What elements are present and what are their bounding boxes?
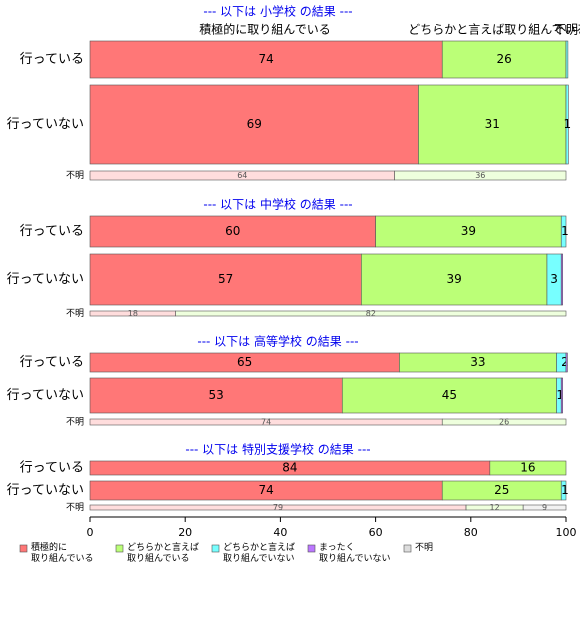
panel-title: --- 以下は 特別支援学校 の結果 --- [185,442,370,457]
bar-segment-somewhat-active [341,377,557,414]
data-label: 39 [446,272,461,286]
data-label: 33 [470,355,485,369]
x-tick-label: 100 [556,526,577,539]
legend-label: 積極的に取り組んでいる [31,541,94,564]
data-label: 1 [561,224,569,238]
bar-segment-somewhat-active [489,460,567,476]
bar-segment-somewhat-inactive [565,40,569,79]
row-label: 行っていない [7,272,84,287]
bar-segment-somewhat-active [361,253,548,306]
legend-label-line: どちらかと言えば [127,541,199,553]
row-label: 不明 [66,308,84,319]
data-label: 79 [273,503,283,512]
column-header-label: 積極的に取り組んでいる [199,22,330,37]
data-label: 57 [218,272,233,286]
bar-segment-inactive [560,253,563,306]
row-label: 行っている [20,461,84,476]
legend-swatch-unknown [403,544,412,553]
data-label: 39 [461,224,476,238]
bar-segment-somewhat-active [441,40,567,79]
data-label: 1 [561,483,569,497]
bar-segment-somewhat-inactive [560,480,567,501]
data-label: 64 [237,171,247,180]
x-tick-label: 0 [87,526,94,539]
legend-label: まったく取り組んでいない [319,542,391,564]
data-label: 1 [564,117,572,131]
bar-segment-active [89,377,343,414]
legend-label-line: 取り組んでいない [319,552,391,564]
data-label: 9 [542,503,547,512]
data-label: 36 [475,171,485,180]
row-label: 不明 [66,502,84,513]
bar-segment-unknown [522,504,567,511]
bar-segment-somewhat-active [394,170,567,181]
row-label: 行っていない [7,388,84,403]
data-label: 2 [561,355,569,369]
bar-segment-somewhat-active [441,418,567,426]
legend-label-line: 不明 [415,542,433,553]
data-label: 74 [258,52,273,66]
data-label: 69 [247,117,262,131]
x-tick-label: 60 [369,526,383,539]
bar-segment-somewhat-active [375,215,562,248]
data-label: 60 [225,224,240,238]
data-label: 74 [258,483,273,497]
row-label: 不明 [66,170,84,181]
bar-segment-somewhat-active [418,84,567,165]
legend-label: 不明 [415,542,433,553]
legend-label-line: どちらかと言えば [223,541,295,553]
legend-label-line: 積極的に [31,541,67,553]
row-label: 不明 [66,417,84,428]
panel-title: --- 以下は 中学校 の結果 --- [203,197,352,212]
legend-swatch-somewhat-inactive [211,544,220,553]
data-label: 16 [520,461,535,475]
legend-label-line: 取り組んでいない [223,552,295,564]
row-label: 行っている [20,52,84,67]
bar-segment-somewhat-active [175,310,567,317]
data-label: 25 [494,483,509,497]
x-tick-label: 20 [178,526,192,539]
legend-label-line: まったく [319,542,355,553]
data-label: 65 [237,355,252,369]
bar-segment-inactive [560,377,563,414]
bar-segment-inactive [565,352,568,373]
legend-swatch-somewhat-active [115,544,124,553]
panel-title: --- 以下は 高等学校 の結果 --- [197,334,358,349]
x-tick-label: 80 [464,526,478,539]
row-label: 行っている [20,355,84,370]
data-label: 74 [261,418,271,427]
bar-segment-somewhat-inactive [560,215,567,248]
data-label: 45 [442,388,457,402]
data-label: 3 [550,272,558,286]
data-label: 26 [499,418,509,427]
data-label: 82 [366,309,376,318]
row-label: 行っていない [7,117,84,132]
bar-segment-active [89,215,376,248]
legend-label-line: 取り組んでいる [31,552,94,564]
data-label: 18 [128,309,138,318]
row-label: 行っていない [7,483,84,498]
legend-label: どちらかと言えば取り組んでいる [127,541,199,564]
legend-label: どちらかと言えば取り組んでいない [223,541,295,564]
data-label: 31 [485,117,500,131]
data-label: 26 [496,52,511,66]
bar-segment-somewhat-inactive [565,84,569,165]
panel-title: --- 以下は 小学校 の結果 --- [203,4,352,19]
data-label: 84 [282,461,297,475]
legend-label-line: 取り組んでいる [127,552,190,564]
legend-swatch-inactive [307,544,316,553]
data-label: 53 [208,388,223,402]
column-header-label: どちらかと言えば取り組んでいる [408,23,580,37]
legend-swatch-active [19,544,28,553]
column-header-label: 不明 [554,23,578,37]
data-label: 1 [556,388,564,402]
row-label: 行っている [20,224,84,239]
data-label: 12 [490,503,500,512]
x-tick-label: 40 [273,526,287,539]
